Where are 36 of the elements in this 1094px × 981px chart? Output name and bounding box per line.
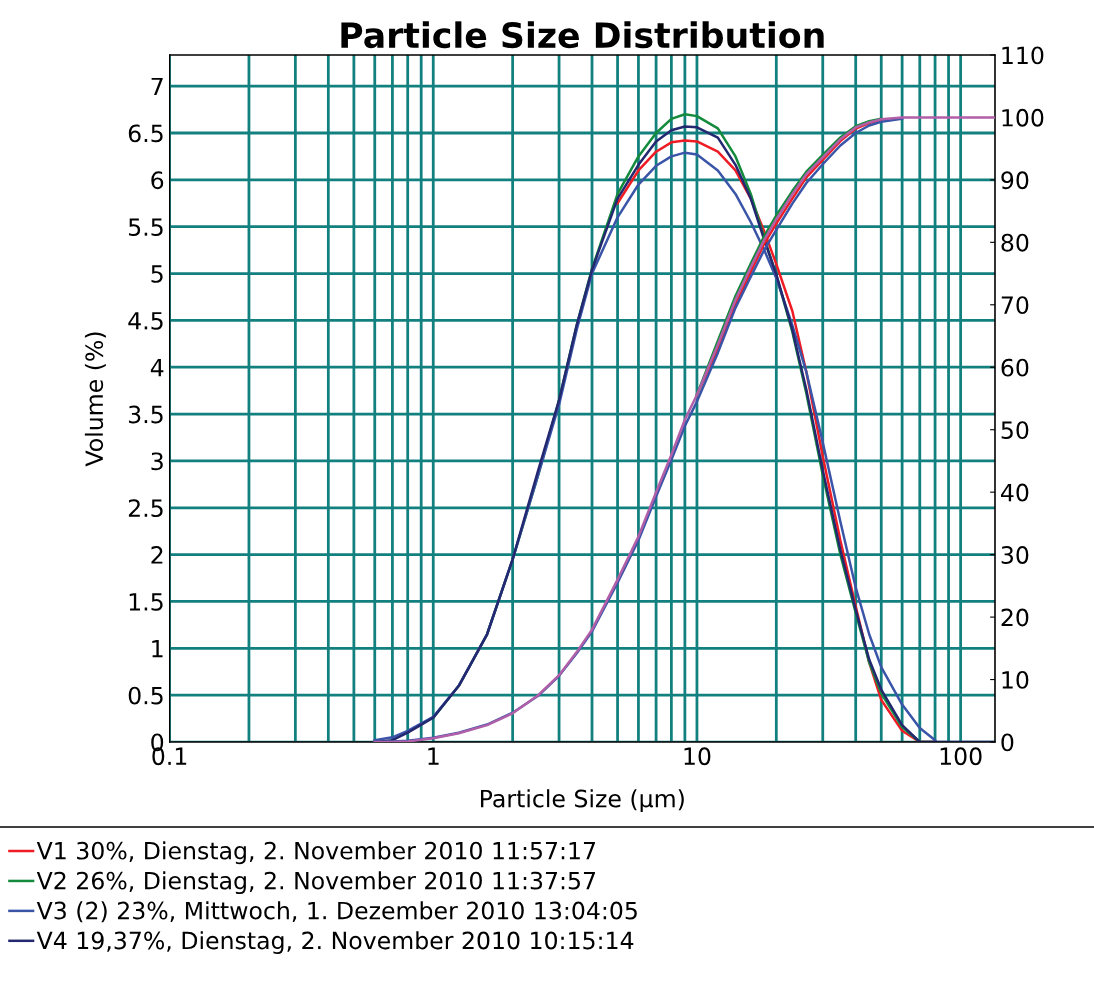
x-tick-label: 1 (428, 747, 439, 765)
y-tick-label: 7 (151, 77, 163, 96)
legend-label: V4 19,37%, Dienstag, 2. November 2010 10:15:14 (36, 931, 634, 954)
y-tick-label: 6.5 (128, 124, 163, 143)
y2-tick-label: 50 (1001, 421, 1029, 440)
y-tick-label: 1 (152, 640, 163, 658)
y2-tick-label: 30 (1001, 546, 1029, 564)
x-axis-title: Particle Size (µm) (481, 789, 684, 813)
legend-label: V2 26%, Dienstag, 2. November 2010 11:37:57 (36, 871, 596, 895)
y-axis-title: Volume (%) (84, 332, 106, 467)
legend-label: V1 30%, Dienstag, 2. November 2010 11:57:17 (36, 841, 596, 865)
y-tick-label: 5.5 (128, 218, 163, 236)
y-tick-label: 2 (151, 546, 163, 564)
y-tick-label: 5 (151, 265, 163, 283)
y2-tick-label: 0 (1001, 733, 1014, 752)
y-tick-label: 0.5 (128, 686, 163, 705)
y2-tick-label: 110 (1002, 46, 1044, 65)
y-tick-label: 3 (151, 452, 163, 471)
y-tick-label: 6 (151, 171, 164, 190)
y2-tick-label: 100 (1002, 108, 1044, 127)
y2-tick-label: 10 (1002, 671, 1029, 689)
y2-tick-label: 40 (1001, 483, 1029, 502)
y2-tick-label: 90 (1001, 171, 1029, 190)
y-tick-label: 4 (150, 358, 164, 377)
chart-title: Particle Size Distribution (341, 21, 824, 49)
y2-tick-label: 80 (1001, 233, 1029, 252)
y-tick-label: 1.5 (129, 593, 163, 611)
y2-tick-label: 60 (1001, 358, 1029, 377)
x-tick-label: 10 (684, 747, 711, 766)
y-tick-label: 2.5 (128, 499, 163, 518)
x-tick-label: 100 (940, 747, 982, 766)
y-tick-label: 3.5 (128, 405, 163, 424)
legend-label: V3 (2) 23%, Mittwoch, 1. Dezember 2010 13:04:05 (36, 901, 637, 923)
y2-tick-label: 20 (1001, 608, 1029, 627)
y2-tick-label: 70 (1001, 296, 1029, 315)
y-tick-label: 4.5 (128, 312, 163, 330)
